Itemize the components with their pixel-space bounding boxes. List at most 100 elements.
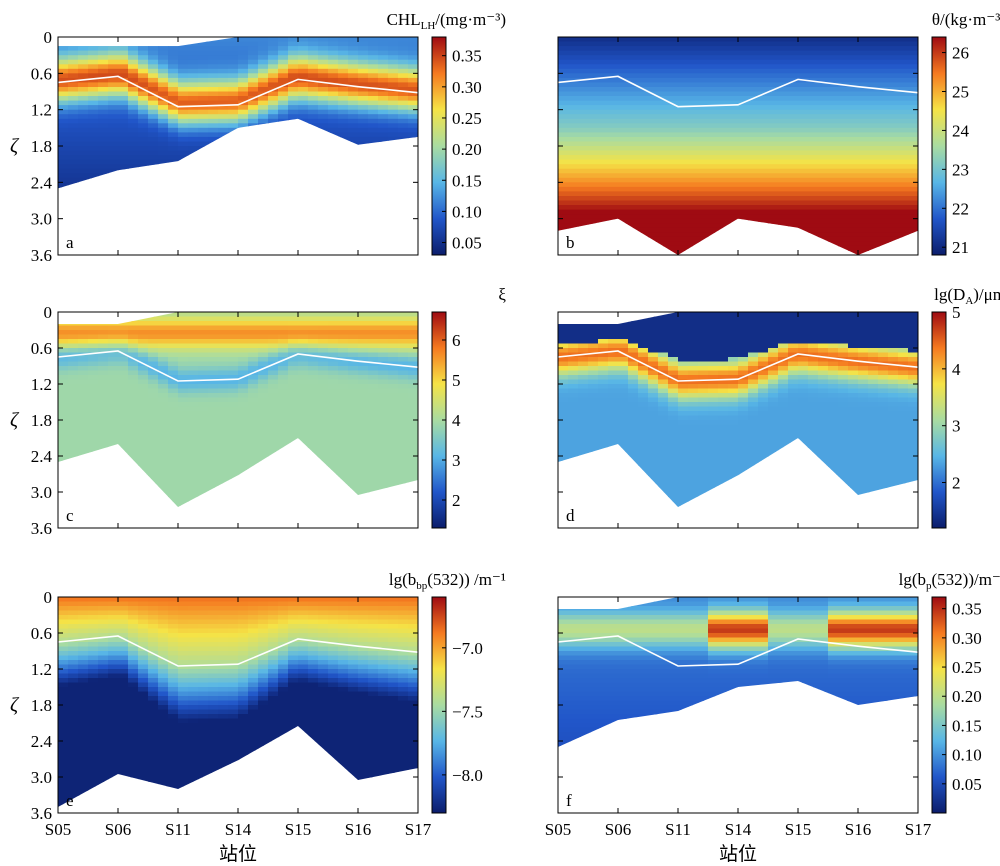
colorbar-tick-label: 0.10 [452, 202, 482, 221]
panel-c-mld-line [57, 350, 419, 382]
colorbar-tick-label: 4 [952, 360, 961, 379]
colorbar-tick-label: 0.25 [452, 109, 482, 128]
x-tick-label: S15 [285, 820, 311, 839]
panel-letter: a [66, 233, 74, 252]
y-tick-label: 2.4 [31, 173, 53, 192]
x-tick-label: S15 [785, 820, 811, 839]
y-tick-label: 3.0 [31, 768, 52, 787]
x-tick-label: S11 [165, 820, 191, 839]
colorbar-tick-label: 25 [952, 83, 969, 102]
colorbar-tick-label: 5 [452, 371, 461, 390]
panel-f-mld-line [557, 635, 919, 667]
colorbar-tick-label: 0.15 [452, 171, 482, 190]
colorbar-tick-label: 3 [452, 451, 461, 470]
colorbar [431, 596, 447, 814]
x-tick-label: S05 [45, 820, 71, 839]
x-axis-label: 站位 [219, 843, 257, 865]
panel-b-mld-line [557, 75, 919, 108]
colorbar-tick-label: 0.35 [952, 600, 982, 619]
colorbar-tick-label: −8.0 [452, 766, 483, 785]
y-tick-label: 0.6 [31, 339, 52, 358]
panel-e-field [58, 597, 418, 807]
colorbar [931, 311, 947, 529]
x-tick-label: S11 [665, 820, 691, 839]
panel-a-mld-line [57, 75, 419, 108]
colorbar-tick-label: 21 [952, 238, 969, 257]
x-tick-label: S16 [845, 820, 871, 839]
colorbar-tick-label: 22 [952, 199, 969, 218]
colorbar-tick-label: 0.10 [952, 746, 982, 765]
y-tick-label: 0.6 [31, 64, 52, 83]
panel-c: 0 0.6 1.2 1.8 2.4 3.0 3.6 ζ c 2 3 4 5 6 ξ [10, 285, 506, 538]
colorbar-label: CHLLH/(mg·m⁻³) [387, 10, 506, 32]
y-tick-label: 3.6 [31, 804, 52, 823]
colorbar-tick-label: 0.30 [452, 78, 482, 97]
colorbar-tick-label: 6 [452, 331, 461, 350]
panel-d-field [558, 312, 918, 507]
colorbar-tick-label: −7.5 [452, 702, 483, 721]
colorbar-tick-label: 23 [952, 160, 969, 179]
panel-letter: c [66, 506, 74, 525]
y-tick-label: 0 [44, 303, 53, 322]
panel-b: b 21 22 23 24 25 26 θ/(kg·m⁻³) [557, 10, 1000, 257]
colorbar-tick-label: 5 [952, 303, 961, 322]
colorbar-label: lg(bp(532))/m⁻¹ [899, 570, 1000, 592]
colorbar-tick-label: −7.0 [452, 639, 483, 658]
y-tick-label: 3.6 [31, 246, 52, 265]
y-tick-label: 3.0 [31, 210, 52, 229]
y-axis-label: ζ [10, 694, 20, 716]
colorbar [931, 596, 947, 814]
colorbar-tick-label: 0.15 [952, 716, 982, 735]
panel-d-mld-line [557, 350, 919, 382]
colorbar-tick-label: 0.30 [952, 629, 982, 648]
y-tick-label: 3.6 [31, 519, 52, 538]
panel-letter: e [66, 791, 74, 810]
x-axis-label: 站位 [719, 843, 757, 865]
panel-f-field [558, 597, 918, 747]
panel-a-field [58, 37, 418, 189]
colorbar-tick-label: 0.20 [452, 140, 482, 159]
colorbar [431, 36, 447, 256]
colorbar-tick-label: 3 [952, 417, 961, 436]
colorbar [931, 36, 947, 256]
colorbar-tick-label: 26 [952, 44, 969, 63]
y-tick-label: 1.2 [31, 660, 52, 679]
x-tick-label: S14 [725, 820, 752, 839]
panel-e-mld-line [57, 635, 419, 667]
colorbar-tick-label: 0.25 [952, 658, 982, 677]
colorbar-tick-label: 0.20 [952, 687, 982, 706]
y-tick-label: 2.4 [31, 447, 53, 466]
x-tick-label: S17 [405, 820, 432, 839]
y-tick-label: 1.2 [31, 101, 52, 120]
x-tick-label: S06 [105, 820, 131, 839]
colorbar-tick-label: 2 [952, 474, 961, 493]
x-tick-label: S16 [345, 820, 371, 839]
y-tick-label: 1.8 [31, 411, 52, 430]
colorbar-tick-label: 2 [452, 491, 461, 510]
colorbar-tick-label: 0.05 [952, 775, 982, 794]
y-tick-label: 1.2 [31, 375, 52, 394]
colorbar-tick-label: 0.05 [452, 234, 482, 253]
panel-letter: d [566, 506, 575, 525]
y-tick-label: 2.4 [31, 732, 53, 751]
y-tick-label: 0 [44, 28, 53, 47]
panel-d: d 2 3 4 5lg(DA)/μm [557, 285, 1000, 529]
panel-e: S05 S06 S11 S14 S15 S16 S17 0 0.6 1.2 1.8 2.4 3.0 3.6… [10, 570, 506, 839]
colorbar-label: lg(bbp(532)) /m⁻¹ [389, 570, 506, 592]
panel-a: 0 0.6 1.2 1.8 2.4 3.0 3.6 ζ a 0.05 0.10 0.15 0.20 0.2… [10, 10, 506, 265]
x-tick-label: S06 [605, 820, 631, 839]
y-axis-label: ζ [10, 135, 20, 157]
colorbar-label: θ/(kg·m⁻³) [932, 10, 1000, 29]
x-tick-label: S14 [225, 820, 252, 839]
colorbar-label: ξ [498, 285, 506, 304]
colorbar-tick-label: 0.35 [452, 47, 482, 66]
x-tick-label: S17 [905, 820, 932, 839]
y-tick-label: 0.6 [31, 624, 52, 643]
x-tick-label: S05 [545, 820, 571, 839]
panel-letter: b [566, 233, 575, 252]
colorbar-label: lg(DA)/μm [934, 285, 1000, 307]
y-tick-label: 3.0 [31, 483, 52, 502]
y-tick-label: 1.8 [31, 696, 52, 715]
colorbar-tick-label: 24 [952, 121, 970, 140]
